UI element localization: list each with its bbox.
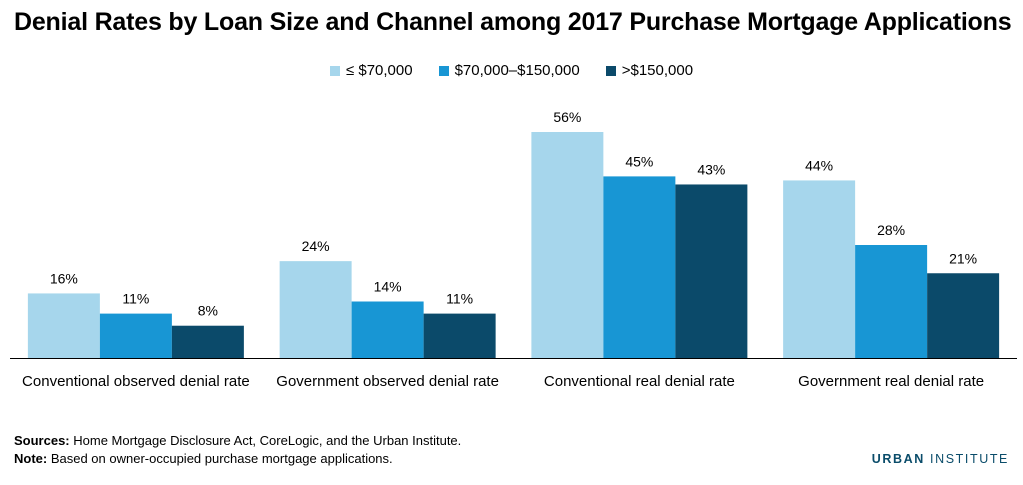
note-line: Note: Based on owner-occupied purchase m… [14,450,461,468]
legend-item-series-3: >$150,000 [605,62,694,79]
bar-1-series-2 [99,313,172,358]
data-label-4-series-3: 21% [949,250,977,266]
urban-institute-logo: URBAN INSTITUTE [872,452,1009,466]
bar-1-series-3 [171,325,244,358]
legend-item-series-1: ≤ $70,000 [329,62,413,79]
data-label-2-series-2: 14% [374,279,402,295]
bar-3-series-1 [531,132,604,358]
bar-2-series-2 [351,301,424,358]
footer: Sources: Home Mortgage Disclosure Act, C… [14,432,461,468]
data-label-1-series-3: 8% [198,303,218,319]
bar-2-series-1 [279,261,352,358]
bar-4-series-2 [855,245,928,358]
data-label-2-series-1: 24% [302,238,330,254]
note-label: Note: [14,451,48,466]
category-label-4: Government real denial rate [798,373,984,390]
data-label-3-series-2: 45% [625,153,653,169]
data-label-3-series-1: 56% [553,109,581,125]
bar-4-series-3 [927,273,1000,358]
data-label-1-series-2: 11% [122,291,149,307]
sources-line: Sources: Home Mortgage Disclosure Act, C… [14,432,461,450]
note-text: Based on owner-occupied purchase mortgag… [47,451,393,466]
data-label-3-series-3: 43% [697,161,725,177]
legend: ≤ $70,000 $70,000–$150,000 >$150,000 [0,62,1023,79]
data-label-4-series-2: 28% [877,222,905,238]
bar-4-series-1 [783,180,856,358]
legend-swatch-series-1 [329,65,340,76]
bar-3-series-3 [675,184,748,358]
legend-swatch-series-3 [605,65,616,76]
sources-label: Sources: [14,433,70,448]
legend-swatch-series-2 [438,65,449,76]
data-label-2-series-3: 11% [446,291,473,307]
legend-label-series-3: >$150,000 [621,62,694,79]
bar-2-series-3 [423,313,496,358]
data-label-1-series-1: 16% [50,270,78,286]
logo-word-institute: INSTITUTE [930,452,1009,466]
chart-title: Denial Rates by Loan Size and Channel am… [14,8,1012,36]
category-label-2: Government observed denial rate [276,373,499,390]
bar-1-series-1 [27,293,100,358]
data-label-4-series-1: 44% [805,157,833,173]
bar-3-series-2 [603,176,676,358]
bar-chart: 16% 11% 8% Conventional observed denial rat… [10,109,1017,390]
sources-text: Home Mortgage Disclosure Act, CoreLogic,… [69,433,462,448]
logo-word-urban: URBAN [871,452,925,466]
legend-label-series-1: ≤ $70,000 [345,62,413,79]
legend-label-series-2: $70,000–$150,000 [454,62,580,79]
category-label-3: Conventional real denial rate [544,373,735,390]
legend-item-series-2: $70,000–$150,000 [438,62,580,79]
category-label-1: Conventional observed denial rate [22,373,250,390]
